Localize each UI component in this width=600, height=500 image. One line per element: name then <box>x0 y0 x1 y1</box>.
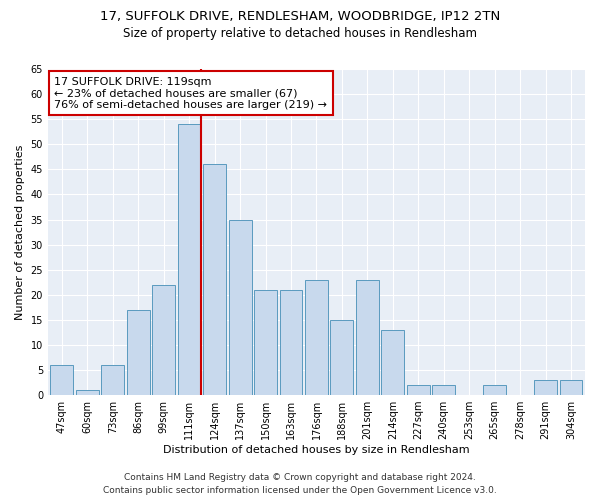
Bar <box>432 385 455 395</box>
Bar <box>331 320 353 395</box>
Bar <box>534 380 557 395</box>
Text: Contains HM Land Registry data © Crown copyright and database right 2024.
Contai: Contains HM Land Registry data © Crown c… <box>103 474 497 495</box>
Bar <box>50 365 73 395</box>
Bar <box>280 290 302 395</box>
Bar <box>229 220 251 395</box>
Bar <box>127 310 150 395</box>
Bar <box>178 124 200 395</box>
X-axis label: Distribution of detached houses by size in Rendlesham: Distribution of detached houses by size … <box>163 445 470 455</box>
Bar <box>483 385 506 395</box>
Bar <box>254 290 277 395</box>
Bar <box>152 284 175 395</box>
Bar <box>356 280 379 395</box>
Text: Size of property relative to detached houses in Rendlesham: Size of property relative to detached ho… <box>123 28 477 40</box>
Bar <box>560 380 583 395</box>
Bar <box>305 280 328 395</box>
Bar <box>407 385 430 395</box>
Bar <box>101 365 124 395</box>
Y-axis label: Number of detached properties: Number of detached properties <box>15 144 25 320</box>
Text: 17 SUFFOLK DRIVE: 119sqm
← 23% of detached houses are smaller (67)
76% of semi-d: 17 SUFFOLK DRIVE: 119sqm ← 23% of detach… <box>54 76 327 110</box>
Bar <box>76 390 99 395</box>
Bar <box>203 164 226 395</box>
Text: 17, SUFFOLK DRIVE, RENDLESHAM, WOODBRIDGE, IP12 2TN: 17, SUFFOLK DRIVE, RENDLESHAM, WOODBRIDG… <box>100 10 500 23</box>
Bar <box>382 330 404 395</box>
